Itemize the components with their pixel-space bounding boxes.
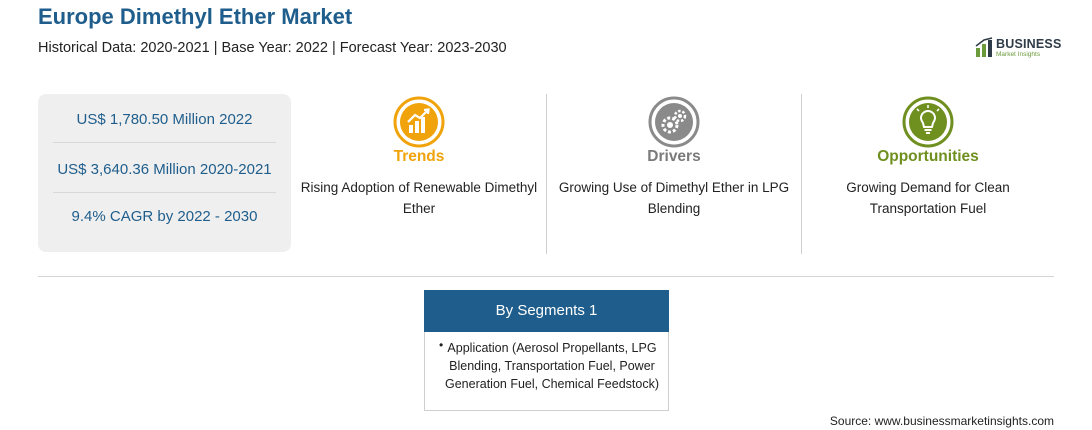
logo-tagline: Market Insights: [996, 51, 1041, 58]
segments-heading: By Segments 1: [424, 290, 669, 332]
section-divider: [38, 276, 1054, 277]
pillar-drivers: Drivers Growing Use of Dimethyl Ether in…: [554, 94, 794, 244]
logo-mark-icon: [975, 37, 993, 57]
company-logo: BUSINESS Market Insights: [974, 34, 1064, 62]
stat-divider: [53, 142, 276, 143]
source-credit: Source: www.businessmarketinsights.com: [829, 414, 1054, 428]
stat-cagr: 9.4% CAGR by 2022 - 2030: [71, 208, 258, 225]
segment-item: Application (Aerosol Propellants, LPG Bl…: [445, 341, 659, 391]
logo-wordmark: BUSINESS: [996, 37, 1062, 51]
stat-divider: [53, 192, 276, 193]
stat-market-size-2022: US$ 1,780.50 Million 2022: [76, 111, 253, 128]
pillar-heading: Trends: [393, 148, 445, 165]
column-divider: [801, 94, 802, 254]
column-divider: [546, 94, 547, 254]
market-stats-panel: US$ 1,780.50 Million 2022 US$ 3,640.36 M…: [38, 94, 291, 252]
bullet-icon: •: [439, 338, 444, 352]
page-title: Europe Dimethyl Ether Market: [38, 4, 353, 29]
segments-box: By Segments 1 • Application (Aerosol Pro…: [424, 290, 669, 411]
pillar-description: Rising Adoption of Renewable Dimethyl Et…: [300, 180, 538, 216]
gears-icon: [648, 96, 700, 148]
pillar-heading: Opportunities: [877, 148, 979, 165]
stat-market-size-historical: US$ 3,640.36 Million 2020-2021: [57, 161, 272, 178]
chart-growth-icon: [393, 96, 445, 148]
page-subtitle: Historical Data: 2020-2021 | Base Year: …: [38, 40, 507, 56]
pillar-trends: Trends Rising Adoption of Renewable Dime…: [299, 94, 539, 244]
pillar-description: Growing Use of Dimethyl Ether in LPG Ble…: [558, 180, 790, 216]
pillar-description: Growing Demand for Clean Transportation …: [846, 180, 1010, 216]
pillar-opportunities: Opportunities Growing Demand for Clean T…: [808, 94, 1048, 244]
pillar-heading: Drivers: [647, 148, 701, 165]
lightbulb-icon: [902, 96, 954, 148]
